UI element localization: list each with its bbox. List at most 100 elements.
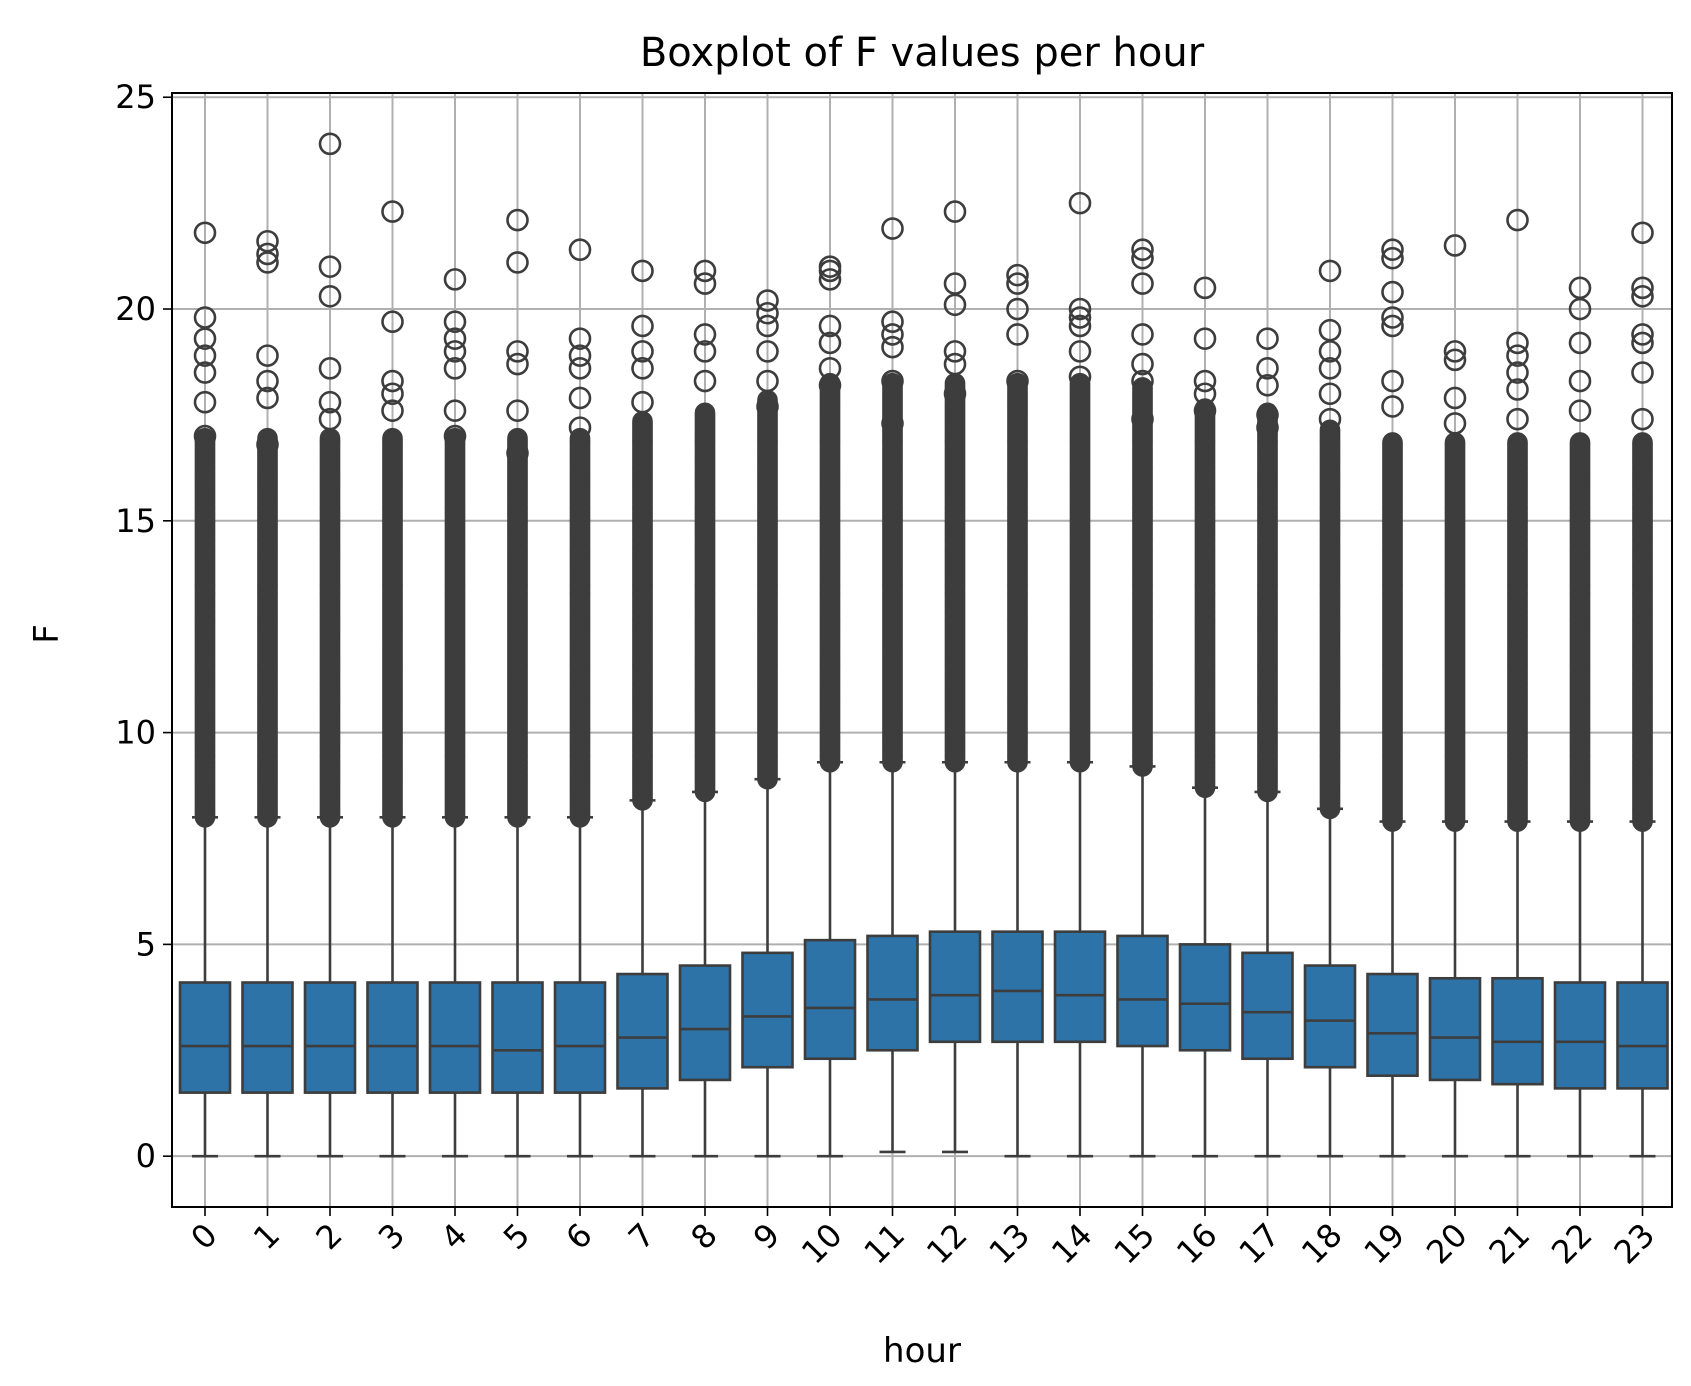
flier-point xyxy=(1131,246,1154,270)
flier-point xyxy=(193,344,217,367)
flier-point xyxy=(881,369,904,393)
flier-point xyxy=(568,416,592,439)
box xyxy=(1053,930,1107,1044)
flier-point xyxy=(756,340,779,363)
box xyxy=(1178,943,1232,1052)
flier-point xyxy=(1131,369,1154,393)
box-group xyxy=(553,238,607,1158)
flier-point xyxy=(1506,378,1529,401)
flier-point xyxy=(943,340,967,363)
box xyxy=(1241,951,1294,1061)
flier-point xyxy=(1381,306,1404,329)
flier-point xyxy=(506,251,529,274)
box-series xyxy=(178,132,1669,1158)
box xyxy=(1491,976,1544,1086)
flier-point xyxy=(1131,238,1154,262)
flier-point xyxy=(1381,395,1404,418)
box xyxy=(553,981,607,1094)
flier-point xyxy=(318,390,342,414)
flier-point xyxy=(1631,361,1654,384)
flier-point xyxy=(318,285,342,308)
flier-point xyxy=(1068,340,1092,363)
flier-point xyxy=(756,289,779,312)
flier-point xyxy=(1318,259,1342,283)
box-group xyxy=(678,259,732,1158)
flier-point xyxy=(1131,352,1154,376)
flier-point xyxy=(506,208,529,232)
flier-point xyxy=(1068,365,1092,389)
y-tick-label: 0 xyxy=(136,1137,156,1175)
box xyxy=(241,981,294,1094)
flier-point xyxy=(1193,327,1217,350)
flier-point xyxy=(1381,280,1404,304)
flier-point xyxy=(381,399,404,422)
flier-point xyxy=(443,327,467,350)
flier-point xyxy=(1443,340,1467,363)
flier-point xyxy=(443,310,467,334)
flier-point xyxy=(193,221,217,245)
flier-point xyxy=(818,373,842,397)
flier-point xyxy=(256,344,279,367)
box xyxy=(1428,976,1482,1082)
flier-point xyxy=(631,340,654,363)
flier-point xyxy=(1006,272,1029,295)
flier-point xyxy=(1006,369,1029,393)
flier-point xyxy=(507,427,528,449)
flier-point xyxy=(193,424,217,448)
flier-point xyxy=(1193,399,1217,422)
flier-point xyxy=(318,132,342,156)
flier-point xyxy=(506,441,529,465)
box-group xyxy=(491,208,544,1158)
box xyxy=(428,981,482,1094)
flier-point xyxy=(443,357,467,380)
box-group xyxy=(616,259,669,1158)
flier-point xyxy=(506,399,529,422)
box-group xyxy=(1616,221,1669,1158)
flier-point xyxy=(756,395,779,418)
flier-point xyxy=(256,369,279,393)
flier-point xyxy=(818,268,842,291)
flier-point xyxy=(693,369,717,393)
flier-point xyxy=(631,390,654,414)
flier-point xyxy=(881,412,904,435)
flier-point xyxy=(881,335,904,359)
flier-point xyxy=(1506,208,1529,232)
flier-point xyxy=(943,200,967,223)
y-tick-label: 10 xyxy=(115,714,156,752)
flier-point xyxy=(881,310,904,334)
flier-point xyxy=(756,314,779,338)
flier-point xyxy=(1506,344,1529,367)
flier-point xyxy=(943,272,967,295)
flier-point xyxy=(1068,191,1092,215)
box-group xyxy=(1366,238,1419,1158)
flier-point xyxy=(1443,234,1467,257)
flier-point xyxy=(881,217,904,240)
flier-point xyxy=(1568,276,1592,300)
flier-point xyxy=(818,255,842,278)
flier-point xyxy=(1568,369,1592,393)
box-group xyxy=(741,289,794,1158)
flier-point xyxy=(818,331,842,355)
flier-point xyxy=(1381,369,1404,393)
flier-point xyxy=(568,327,592,350)
flier-point xyxy=(1631,407,1654,431)
flier-point xyxy=(381,200,404,223)
flier-point xyxy=(381,382,404,406)
flier-point xyxy=(318,255,342,278)
flier-point xyxy=(1006,263,1029,287)
flier-point xyxy=(1631,331,1654,355)
flier-point xyxy=(1006,323,1029,346)
box xyxy=(366,981,419,1094)
y-tick-label: 5 xyxy=(136,925,156,963)
flier-point xyxy=(631,357,654,380)
flier-point xyxy=(1319,419,1341,441)
flier-point xyxy=(443,268,467,291)
flier-point xyxy=(568,386,592,410)
flier-point xyxy=(943,352,967,376)
flier-point xyxy=(1256,373,1279,397)
box xyxy=(178,981,232,1094)
box-group xyxy=(928,200,982,1154)
box-group xyxy=(1053,191,1107,1158)
box-group xyxy=(803,255,857,1158)
